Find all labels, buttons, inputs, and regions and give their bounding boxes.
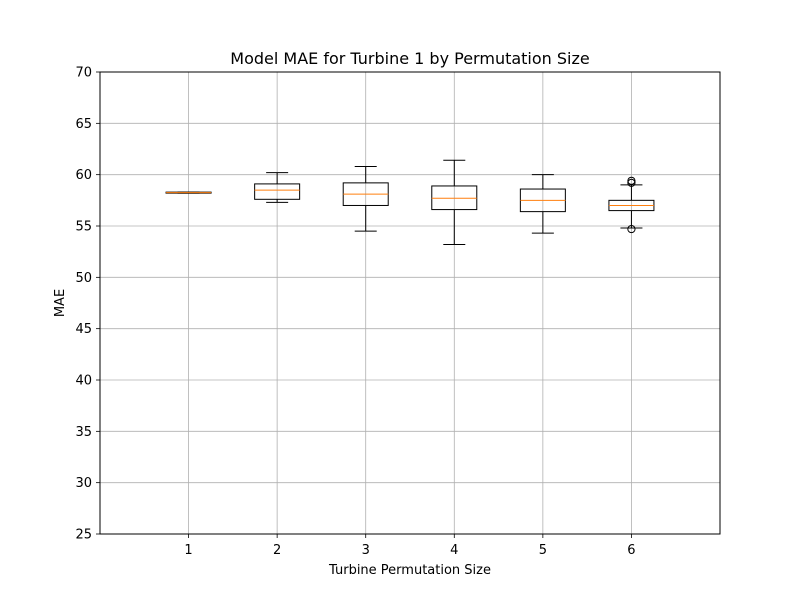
box-iqr [254, 183, 301, 200]
outlier-point [627, 224, 636, 234]
y-tick-label: 65 [75, 117, 92, 132]
box-2 [254, 172, 301, 203]
y-tick-label: 35 [75, 425, 92, 440]
y-tick-label: 60 [75, 168, 92, 183]
y-axis-label: MAE [53, 289, 68, 317]
y-tick-label: 25 [75, 528, 92, 543]
plot-frame [99, 71, 721, 535]
y-tick-label: 70 [75, 66, 92, 81]
box-5 [519, 174, 566, 234]
box-plots [165, 159, 655, 245]
x-tick-label: 3 [362, 543, 370, 558]
x-axis-ticks: 1 2 3 4 5 6 [184, 534, 636, 558]
y-tick-label: 40 [75, 374, 92, 389]
x-tick-label: 5 [539, 543, 547, 558]
grid [100, 71, 720, 535]
y-axis-ticks: 25 30 35 40 45 50 55 60 65 70 [75, 66, 100, 543]
x-axis-label: Turbine Permutation Size [328, 563, 491, 578]
y-tick-label: 50 [75, 271, 92, 286]
box-1 [165, 191, 212, 194]
box-3 [342, 165, 389, 232]
chart-title: Model MAE for Turbine 1 by Permutation S… [230, 49, 589, 68]
y-tick-label: 45 [75, 322, 92, 337]
box-6 [608, 176, 655, 234]
x-tick-label: 1 [184, 543, 192, 558]
x-tick-label: 4 [450, 543, 458, 558]
outlier-point [627, 178, 636, 187]
box-4 [431, 159, 478, 245]
y-tick-label: 30 [75, 476, 92, 491]
x-tick-label: 2 [273, 543, 281, 558]
box-iqr [431, 185, 478, 211]
x-tick-label: 6 [627, 543, 635, 558]
outlier-point [627, 176, 636, 185]
y-tick-label: 55 [75, 220, 92, 235]
